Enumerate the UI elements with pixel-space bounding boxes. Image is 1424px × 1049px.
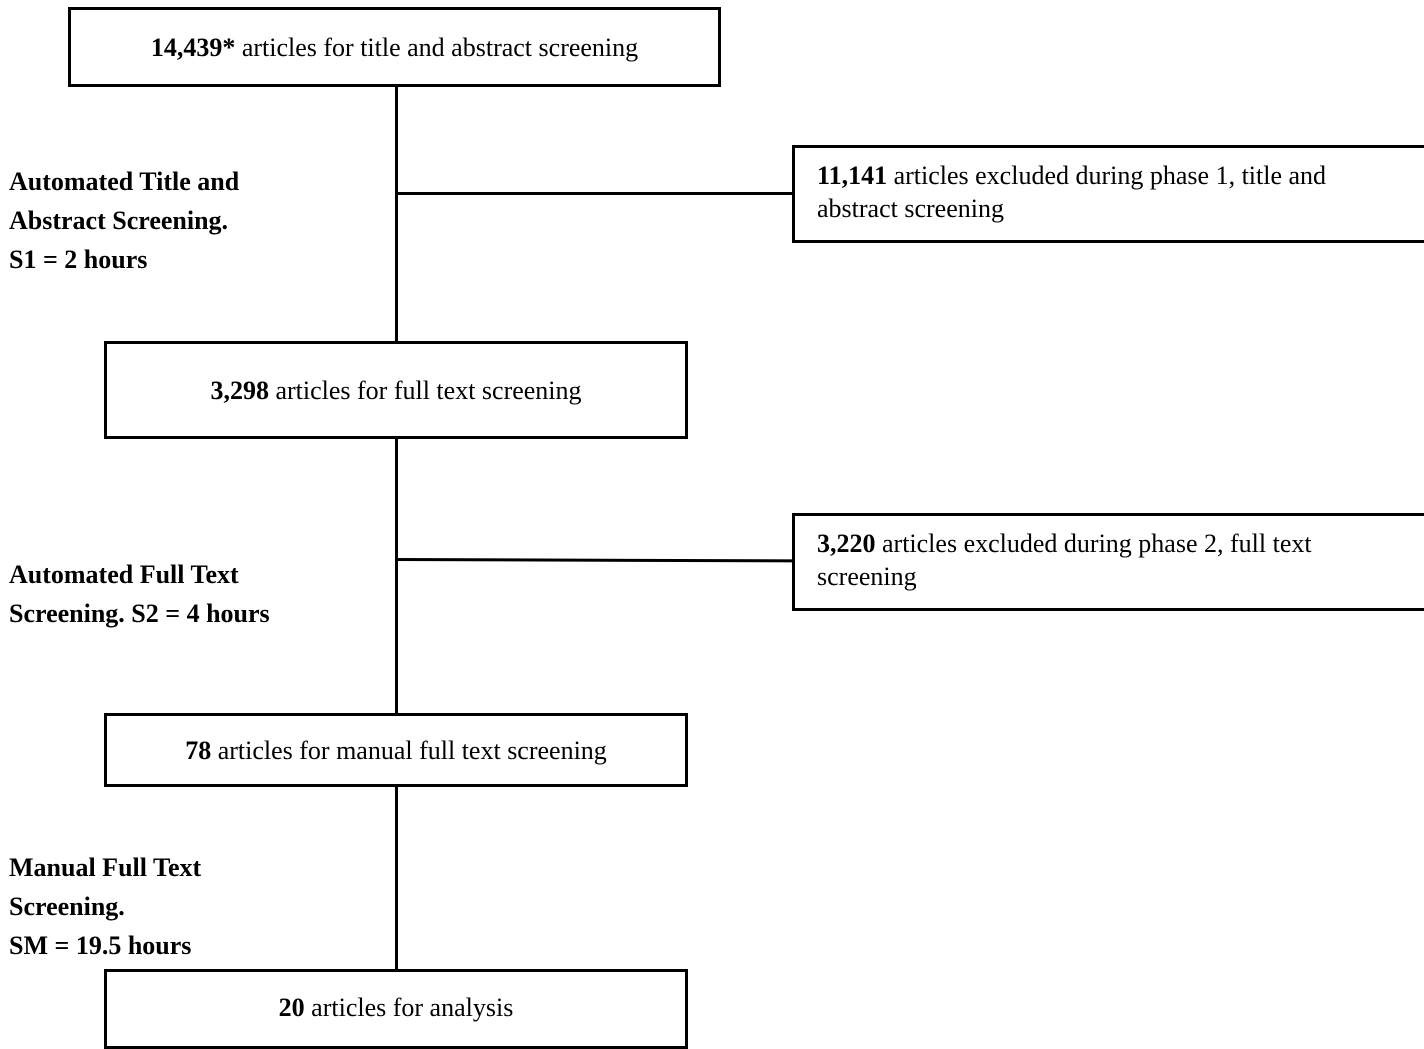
stage-label-automated-title-abstract: Automated Title and Abstract Screening. … bbox=[9, 167, 240, 274]
connector-to-excluded-1 bbox=[395, 192, 795, 195]
box-initial-articles: 14,439* articles for title and abstract … bbox=[68, 7, 721, 87]
full-text-text: articles for full text screening bbox=[268, 375, 582, 405]
stage-label-manual-full-text: Manual Full Text Screening. SM = 19.5 ho… bbox=[9, 853, 202, 960]
stage-label-automated-full-text: Automated Full Text Screening. S2 = 4 ho… bbox=[9, 560, 270, 628]
manual-text: articles for manual full text screening bbox=[211, 735, 607, 765]
box-manual-screening: 78 articles for manual full text screeni… bbox=[104, 713, 688, 787]
box-articles-for-analysis: 20 articles for analysis bbox=[104, 969, 688, 1049]
excluded-1-count: 11,141 bbox=[817, 161, 888, 190]
initial-count: 14,439* bbox=[150, 32, 236, 62]
connector-to-excluded-2 bbox=[394, 558, 796, 563]
initial-text: articles for title and abstract screenin… bbox=[235, 32, 639, 62]
excluded-2-count: 3,220 bbox=[817, 529, 876, 558]
box-full-text-screening: 3,298 articles for full text screening bbox=[104, 341, 688, 439]
box-excluded-phase-1: 11,141 articles excluded during phase 1,… bbox=[792, 145, 1424, 243]
excluded-2-text: articles excluded during phase 2, full t… bbox=[817, 529, 1312, 591]
connector-fulltext-to-manual bbox=[395, 437, 398, 715]
connector-manual-to-final bbox=[395, 785, 398, 971]
manual-count: 78 bbox=[185, 735, 212, 765]
box-excluded-phase-2: 3,220 articles excluded during phase 2, … bbox=[792, 513, 1424, 611]
connector-start-to-fulltext bbox=[395, 85, 398, 343]
full-text-count: 3,298 bbox=[210, 375, 269, 405]
excluded-1-text: articles excluded during phase 1, title … bbox=[817, 161, 1327, 223]
final-text: articles for analysis bbox=[304, 993, 514, 1022]
final-count: 20 bbox=[278, 993, 305, 1022]
